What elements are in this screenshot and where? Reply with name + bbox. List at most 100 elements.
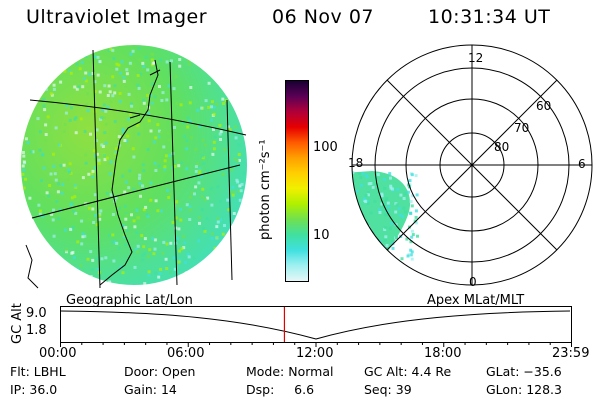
polar-speckle-dot: [356, 212, 360, 216]
speckle-dot: [26, 63, 30, 67]
speckle-dot: [27, 93, 31, 97]
speckle-dot: [234, 250, 238, 254]
speckle-dot: [244, 251, 247, 255]
speckle-dot: [172, 87, 176, 91]
polar-speckle-dot: [396, 187, 400, 191]
polar-speckle-dot: [383, 238, 387, 242]
speckle-dot: [165, 267, 169, 270]
speckle-dot: [98, 90, 102, 94]
speckle-dot: [115, 67, 119, 71]
dsp-status: Dsp: 6.6: [246, 382, 315, 397]
polar-speckle-dot: [375, 241, 379, 245]
speckle-dot: [159, 110, 163, 114]
speckle-dot: [22, 168, 26, 172]
speckle-dot: [95, 257, 99, 260]
speckle-dot: [132, 155, 136, 159]
speckle-dot: [236, 48, 240, 52]
speckle-dot: [74, 211, 78, 215]
speckle-dot: [168, 154, 172, 158]
timeline-xtick-3: 18:00: [424, 346, 462, 361]
speckle-dot: [44, 211, 48, 215]
speckle-dot: [169, 241, 173, 245]
polar-speckle-dot: [380, 246, 384, 250]
polar-speckle-dot: [352, 183, 354, 187]
speckle-dot: [85, 50, 88, 54]
speckle-dot: [73, 46, 77, 50]
polar-speckle-dot: [367, 182, 371, 186]
speckle-dot: [172, 160, 176, 164]
speckle-dot: [74, 116, 78, 120]
polar-speckle-dot: [385, 244, 389, 247]
speckle-dot: [136, 244, 140, 248]
speckle-dot: [186, 125, 190, 129]
speckle-dot: [22, 160, 26, 164]
speckle-dot: [237, 143, 241, 147]
polar-speckle-dot: [408, 183, 412, 187]
speckle-dot: [236, 263, 240, 266]
speckle-dot: [98, 60, 102, 64]
speckle-dot: [188, 101, 192, 105]
speckle-dot: [201, 156, 205, 160]
speckle-dot: [151, 82, 154, 86]
speckle-dot: [61, 183, 65, 187]
speckle-dot: [57, 71, 60, 75]
speckle-dot: [211, 152, 215, 156]
polar-speckle-dot: [409, 253, 413, 257]
speckle-dot: [105, 156, 109, 160]
polar-speckle-dot: [388, 172, 392, 176]
polar-speckle-dot: [403, 192, 407, 196]
speckle-dot: [113, 91, 117, 95]
speckle-dot: [68, 67, 72, 71]
speckle-dot: [94, 214, 97, 218]
speckle-dot: [29, 47, 33, 51]
speckle-dot: [220, 45, 224, 49]
speckle-dot: [26, 141, 30, 145]
speckle-dot: [167, 138, 171, 142]
speckle-dot: [85, 103, 89, 107]
speckle-dot: [200, 171, 204, 175]
speckle-dot: [188, 62, 191, 66]
speckle-dot: [210, 105, 213, 109]
speckle-dot: [165, 60, 169, 64]
speckle-dot: [141, 253, 145, 257]
polar-speckle-dot: [355, 220, 359, 224]
speckle-dot: [30, 67, 34, 71]
polar-speckle-dot: [384, 235, 388, 239]
speckle-dot: [168, 193, 172, 197]
polar-speckle-dot: [374, 251, 378, 255]
speckle-dot: [212, 112, 216, 116]
polar-speckle-dot: [352, 245, 356, 249]
speckle-dot: [193, 280, 197, 283]
speckle-dot: [83, 77, 87, 81]
speckle-dot: [194, 165, 198, 169]
speckle-dot: [41, 272, 45, 276]
speckle-dot: [188, 218, 192, 221]
speckle-dot: [149, 86, 153, 90]
polar-speckle-dot: [344, 189, 347, 192]
speckle-dot: [133, 265, 137, 269]
speckle-dot: [203, 229, 207, 233]
speckle-dot: [232, 251, 235, 255]
speckle-dot: [93, 166, 97, 170]
polar-speckle-dot: [385, 197, 389, 201]
timeline-xtick-4: 23:59: [552, 346, 590, 361]
speckle-dot: [109, 160, 113, 164]
speckle-dot: [101, 108, 104, 112]
speckle-dot: [160, 130, 163, 134]
speckle-dot: [148, 248, 152, 252]
speckle-dot: [28, 196, 32, 200]
speckle-dot: [198, 171, 202, 175]
polar-speckle-dot: [385, 209, 389, 213]
speckle-dot: [128, 61, 132, 65]
speckle-dot: [243, 86, 247, 90]
speckle-dot: [218, 78, 222, 82]
speckle-dot: [80, 242, 84, 246]
speckle-dot: [111, 94, 115, 98]
speckle-dot: [121, 224, 125, 228]
speckle-dot: [187, 255, 191, 259]
speckle-dot: [162, 240, 166, 244]
speckle-dot: [245, 181, 247, 185]
speckle-dot: [138, 181, 142, 185]
speckle-dot: [26, 260, 30, 264]
speckle-dot: [93, 55, 97, 59]
